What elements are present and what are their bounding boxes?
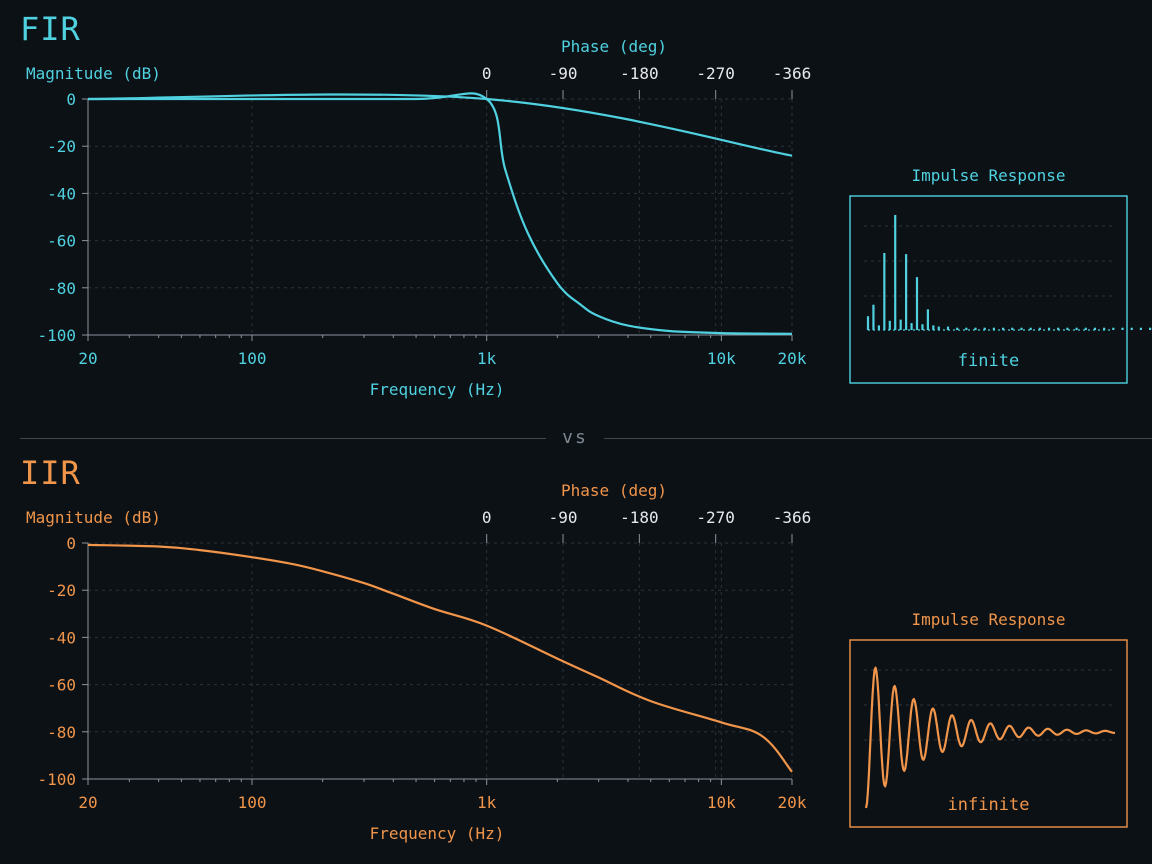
- iir-impulse-box: [849, 639, 1128, 828]
- iir-y-tick-label-5: -100: [37, 770, 76, 789]
- iir-x-tick-label-0: 20: [78, 793, 97, 812]
- fir-y-tick-label-2: -40: [47, 184, 76, 203]
- iir-phase-tick-label-4: -366: [773, 508, 812, 527]
- fir-phase-tick-label-2: -180: [620, 64, 659, 83]
- fir-y-axis-label: Magnitude (dB): [26, 64, 161, 83]
- fir-x-tick-label-0: 20: [78, 349, 97, 368]
- fir-phase-series-line: [87, 93, 793, 157]
- iir-magnitude-series-line: [87, 543, 793, 773]
- fir-phase-tick-label-4: -366: [773, 64, 812, 83]
- fir-impulse-caption: finite: [958, 351, 1019, 371]
- fir-phase-tick-label-0: 0: [482, 64, 492, 83]
- fir-phase-tick-label-1: -90: [549, 64, 578, 83]
- fir-section-title: FIR: [20, 10, 81, 48]
- iir-x-tick-label-1: 100: [238, 793, 267, 812]
- iir-phase-axis-label: Phase (deg): [561, 481, 667, 500]
- fir-phase-axis-label: Phase (deg): [561, 37, 667, 56]
- vs-divider: vs: [20, 426, 1152, 450]
- iir-phase-tick-label-1: -90: [549, 508, 578, 527]
- iir-y-tick-label-4: -80: [47, 723, 76, 742]
- iir-impulse-caption: infinite: [948, 795, 1030, 815]
- iir-impulse-title: Impulse Response: [911, 610, 1065, 629]
- fir-x-tick-label-2: 1k: [477, 349, 497, 368]
- iir-y-tick-label-0: 0: [66, 534, 76, 553]
- fir-x-tick-label-1: 100: [238, 349, 267, 368]
- fir-y-tick-label-5: -100: [37, 326, 76, 345]
- fir-y-tick-label-1: -20: [47, 137, 76, 156]
- iir-y-tick-label-1: -20: [47, 581, 76, 600]
- divider-line-right: [604, 438, 1152, 439]
- vs-label: vs: [562, 427, 588, 448]
- iir-phase-tick-label-2: -180: [620, 508, 659, 527]
- iir-x-tick-label-2: 1k: [477, 793, 497, 812]
- divider-line-left: [20, 438, 546, 439]
- fir-x-tick-label-3: 10k: [707, 349, 736, 368]
- fir-y-tick-label-4: -80: [47, 279, 76, 298]
- iir-impulse-wave: [864, 666, 1116, 809]
- iir-y-axis-label: Magnitude (dB): [26, 508, 161, 527]
- fir-impulse-title: Impulse Response: [911, 166, 1065, 185]
- iir-x-tick-label-4: 20k: [778, 793, 807, 812]
- iir-x-tick-label-3: 10k: [707, 793, 736, 812]
- fir-x-tick-label-4: 20k: [778, 349, 807, 368]
- fir-y-tick-label-0: 0: [66, 90, 76, 109]
- fir-y-tick-label-3: -60: [47, 232, 76, 251]
- iir-section-title: IIR: [20, 454, 81, 492]
- iir-phase-tick-label-0: 0: [482, 508, 492, 527]
- iir-phase-tick-label-3: -270: [696, 508, 735, 527]
- fir-magnitude-series-line: [87, 92, 793, 335]
- iir-y-tick-label-2: -40: [47, 628, 76, 647]
- iir-x-axis-label: Frequency (Hz): [370, 824, 505, 843]
- fir-x-axis-label: Frequency (Hz): [370, 380, 505, 399]
- fir-phase-tick-label-3: -270: [696, 64, 735, 83]
- iir-y-tick-label-3: -60: [47, 676, 76, 695]
- fir-impulse-box: [849, 195, 1128, 384]
